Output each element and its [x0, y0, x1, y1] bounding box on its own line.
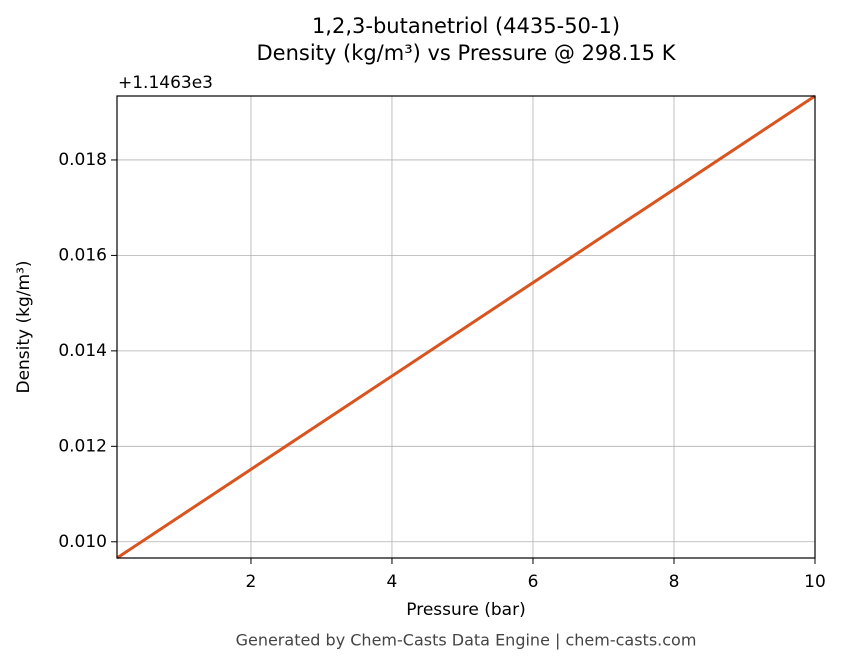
y-axis-label: Density (kg/m³)	[14, 260, 34, 393]
y-tick-label: 0.016	[58, 245, 107, 265]
x-axis-label: Pressure (bar)	[406, 600, 525, 620]
plot-frame	[116, 95, 816, 559]
y-offset-label: +1.1463e3	[118, 73, 213, 93]
x-tick-label: 10	[804, 572, 826, 592]
x-tick-label: 2	[246, 572, 257, 592]
footer: Generated by Chem-Casts Data Engine | ch…	[236, 631, 697, 650]
x-tick-label: 4	[387, 572, 398, 592]
x-tick-label: 8	[669, 572, 680, 592]
y-tick-label: 0.012	[58, 436, 107, 456]
chart-title: 1,2,3-butanetriol (4435-50-1)	[312, 14, 620, 38]
line	[116, 94, 816, 560]
y-tick-label: 0.014	[58, 341, 107, 361]
chart-subtitle: Density (kg/m³) vs Pressure @ 298.15 K	[256, 41, 676, 65]
y-tick-label: 0.010	[58, 532, 107, 552]
x-tick-label: 6	[528, 572, 539, 592]
y-tick-label: 0.018	[58, 150, 107, 170]
